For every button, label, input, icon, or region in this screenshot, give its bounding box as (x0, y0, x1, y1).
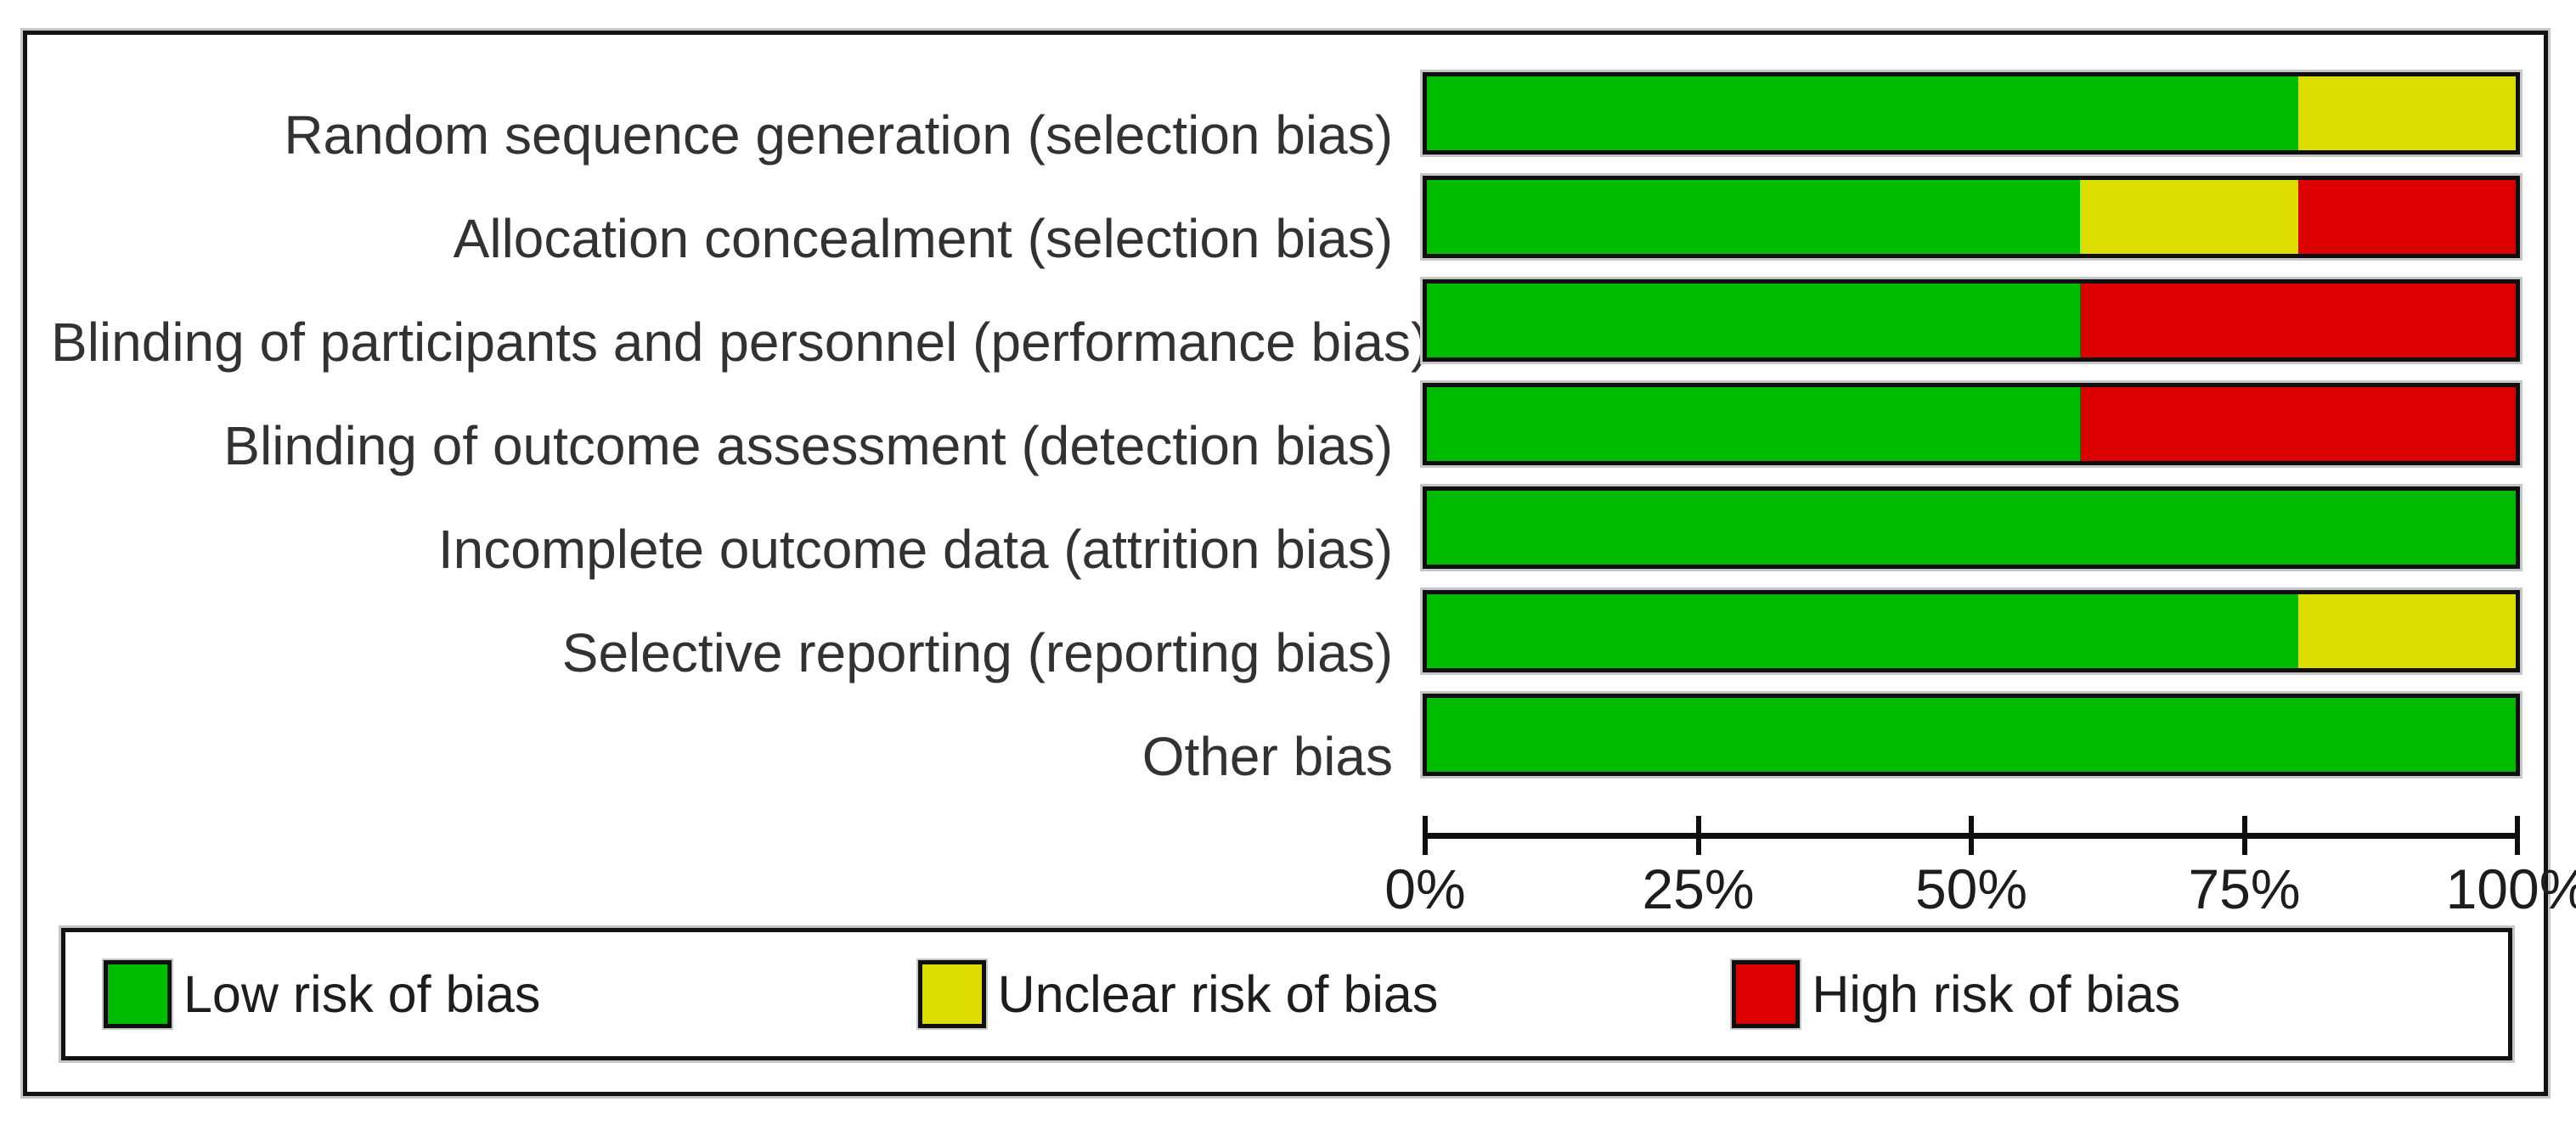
legend-swatch-low-risk (104, 960, 172, 1028)
row-label: Blinding of participants and personnel (… (51, 312, 1429, 373)
risk-bar (1423, 383, 2520, 465)
bar-segment-low-risk (1427, 76, 2298, 150)
risk-bar (1423, 72, 2520, 155)
row-label: Incomplete outcome data (attrition bias) (437, 519, 1393, 580)
row-label: Allocation concealment (selection bias) (453, 208, 1393, 269)
x-axis-tick-label: 100% (2445, 857, 2576, 920)
row-label: Other bias (1141, 726, 1393, 787)
x-axis-tick (2515, 816, 2520, 855)
legend-label: Unclear risk of bias (997, 965, 1439, 1023)
risk-bar (1423, 176, 2520, 258)
x-axis-tick (1969, 816, 1974, 855)
bar-segment-low-risk (1427, 387, 2081, 461)
row-label: Random sequence generation (selection bi… (284, 104, 1393, 166)
bar-segment-high-risk (2297, 180, 2516, 254)
bar-segment-low-risk (1427, 180, 2081, 254)
bar-segment-high-risk (2080, 284, 2516, 357)
x-axis-tick (1423, 816, 1428, 855)
legend-box: Low risk of bias Unclear risk of bias High… (61, 928, 2512, 1060)
x-axis-tick-label: 25% (1642, 857, 1755, 920)
row-label: Selective reporting (reporting bias) (561, 622, 1393, 683)
bar-segment-unclear-risk (2297, 594, 2516, 668)
bar-segment-low-risk (1427, 491, 2516, 565)
legend-item-high-risk: High risk of bias (1694, 960, 2508, 1028)
risk-bar (1423, 279, 2520, 362)
x-axis-tick (2241, 816, 2247, 855)
figure-border (23, 31, 2548, 1096)
bar-segment-low-risk (1427, 284, 2081, 357)
risk-bar (1423, 486, 2520, 569)
legend-label: Low risk of bias (183, 965, 541, 1023)
row-label: Blinding of outcome assessment (detectio… (223, 415, 1393, 476)
legend-item-low-risk: Low risk of bias (65, 960, 880, 1028)
x-axis-tick (1695, 816, 1701, 855)
legend-swatch-high-risk (1732, 960, 1801, 1028)
risk-bar (1423, 590, 2520, 672)
legend-item-unclear-risk: Unclear risk of bias (880, 960, 1694, 1028)
bar-segment-unclear-risk (2080, 180, 2298, 254)
legend-swatch-unclear-risk (917, 960, 986, 1028)
x-axis-tick-label: 0% (1384, 857, 1466, 920)
x-axis-tick-label: 50% (1914, 857, 2028, 920)
risk-bar (1423, 694, 2520, 776)
x-axis-tick-label: 75% (2188, 857, 2301, 920)
bar-segment-low-risk (1427, 594, 2298, 668)
bar-segment-low-risk (1427, 698, 2516, 772)
bar-segment-unclear-risk (2297, 76, 2516, 150)
legend-label: High risk of bias (1812, 965, 2181, 1023)
bar-segment-high-risk (2080, 387, 2516, 461)
